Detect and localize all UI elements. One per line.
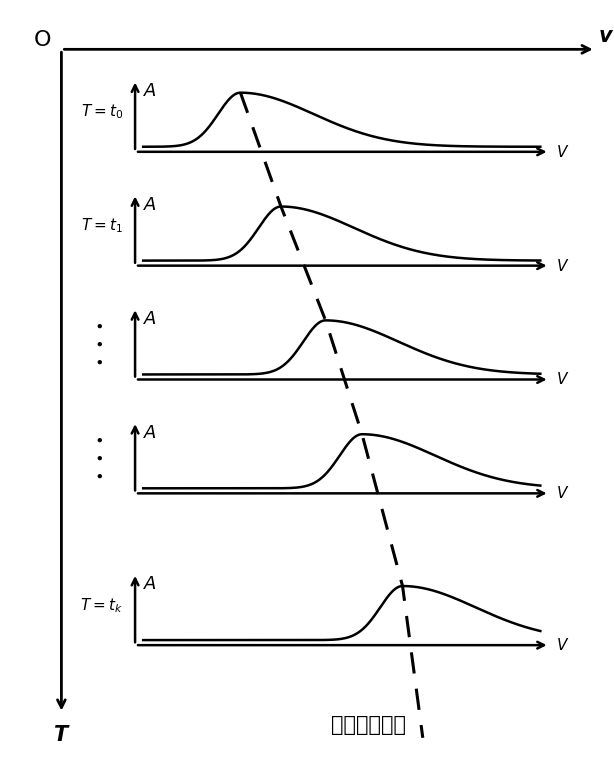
Text: $V$: $V$ — [556, 143, 569, 160]
Text: $\bullet$: $\bullet$ — [94, 468, 103, 483]
Text: $V$: $V$ — [556, 637, 569, 653]
Text: T: T — [54, 725, 69, 745]
Text: $T=t_1$: $T=t_1$ — [81, 216, 123, 235]
Text: $V$: $V$ — [556, 371, 569, 388]
Text: $V$: $V$ — [556, 485, 569, 502]
Text: $A$: $A$ — [143, 310, 157, 328]
Text: $A$: $A$ — [143, 82, 157, 100]
Text: $A$: $A$ — [143, 575, 157, 594]
Text: $A$: $A$ — [143, 424, 157, 442]
Text: $\bullet$: $\bullet$ — [94, 450, 103, 465]
Text: $T=t_0$: $T=t_0$ — [80, 102, 123, 121]
Text: O: O — [34, 30, 52, 50]
Text: $\bullet$: $\bullet$ — [94, 432, 103, 447]
Text: $\bullet$: $\bullet$ — [94, 318, 103, 333]
Text: v: v — [599, 26, 612, 46]
Text: $\bullet$: $\bullet$ — [94, 354, 103, 369]
Text: $T=t_k$: $T=t_k$ — [80, 596, 123, 615]
Text: $\bullet$: $\bullet$ — [94, 336, 103, 351]
Text: 速度变化曲线: 速度变化曲线 — [331, 715, 406, 735]
Text: $V$: $V$ — [556, 257, 569, 274]
Text: $A$: $A$ — [143, 196, 157, 214]
